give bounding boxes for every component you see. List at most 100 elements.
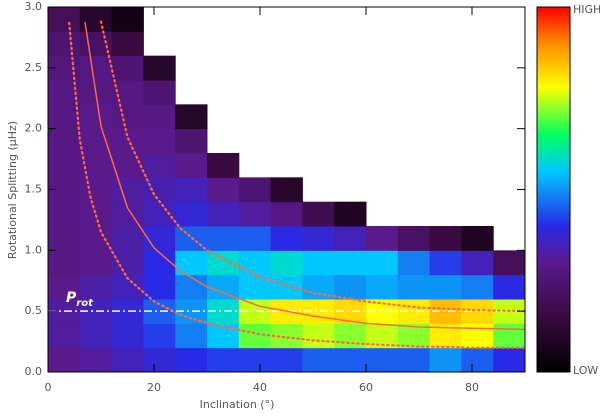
heatmap-cell bbox=[334, 250, 367, 276]
heatmap-cell bbox=[79, 55, 113, 81]
heatmap-cell bbox=[175, 128, 208, 154]
heatmap-cell bbox=[334, 347, 367, 372]
heatmap-cell bbox=[143, 177, 176, 203]
heatmap-cell bbox=[207, 226, 240, 251]
heatmap-cell bbox=[302, 201, 335, 227]
heatmap-cell bbox=[429, 347, 462, 372]
heatmap-cell bbox=[111, 226, 144, 251]
heatmap-cell bbox=[143, 80, 176, 105]
heatmap-cell bbox=[302, 323, 335, 349]
heatmap-cell bbox=[366, 274, 399, 300]
heatmap-cell bbox=[111, 347, 144, 372]
heatmap-cell bbox=[238, 323, 272, 349]
x-axis-label: Inclination (°) bbox=[200, 398, 275, 411]
heatmap-cell bbox=[111, 7, 144, 32]
heatmap-cell bbox=[143, 153, 176, 178]
heatmap-cell bbox=[143, 201, 176, 227]
heatmap-cell bbox=[429, 274, 462, 300]
heatmap-cell bbox=[48, 153, 81, 178]
heatmap-cell bbox=[397, 250, 431, 276]
heatmap-cell bbox=[238, 250, 272, 276]
heatmap-cell bbox=[238, 226, 272, 251]
colorbar bbox=[536, 6, 571, 373]
heatmap-cell bbox=[270, 177, 303, 203]
y-tick-label: 0.5 bbox=[25, 304, 43, 317]
y-tick-label: 1.5 bbox=[25, 183, 43, 196]
x-tick-label: 80 bbox=[465, 381, 479, 394]
heatmap bbox=[48, 7, 525, 372]
annotation: Prot bbox=[66, 290, 94, 309]
y-tick-label: 0.0 bbox=[25, 365, 43, 378]
heatmap-cell bbox=[111, 31, 144, 57]
heatmap-cell bbox=[48, 347, 81, 372]
heatmap-cell bbox=[111, 323, 144, 349]
heatmap-cell bbox=[175, 323, 208, 349]
heatmap-cell bbox=[493, 347, 525, 372]
heatmap-cell bbox=[461, 274, 494, 300]
y-axis-label: Rotational Splitting (μHz) bbox=[6, 121, 19, 259]
curve bbox=[99, 20, 525, 313]
heatmap-cell bbox=[334, 226, 367, 251]
heatmap-cell bbox=[143, 104, 176, 130]
heatmap-cell bbox=[143, 323, 176, 349]
heatmap-cell bbox=[79, 177, 113, 203]
heatmap-cell bbox=[397, 226, 431, 251]
heatmap-cell bbox=[397, 274, 431, 300]
x-tick-label: 60 bbox=[359, 381, 373, 394]
colorbar-label: LOW bbox=[573, 364, 598, 377]
y-tick-label: 2.0 bbox=[25, 122, 43, 135]
heatmap-cell bbox=[270, 274, 303, 300]
heatmap-cell bbox=[48, 323, 81, 349]
heatmap-cell bbox=[111, 80, 144, 105]
heatmap-cell bbox=[48, 201, 81, 227]
heatmap-cell bbox=[175, 153, 208, 178]
heatmap-cell bbox=[48, 128, 81, 154]
heatmap-cell bbox=[111, 104, 144, 130]
heatmap-cell bbox=[207, 274, 240, 300]
heatmap-cell bbox=[461, 323, 494, 349]
heatmap-cell bbox=[143, 226, 176, 251]
heatmap-cell bbox=[111, 128, 144, 154]
heatmap-cell bbox=[429, 226, 462, 251]
heatmap-cell bbox=[270, 226, 303, 251]
heatmap-cell bbox=[143, 347, 176, 372]
heatmap-cell bbox=[79, 323, 113, 349]
heatmap-cell bbox=[461, 226, 494, 251]
heatmap-cell bbox=[238, 201, 272, 227]
heatmap-cell bbox=[143, 128, 176, 154]
heatmap-cell bbox=[238, 177, 272, 203]
heatmap-cell bbox=[270, 323, 303, 349]
heatmap-cell bbox=[79, 250, 113, 276]
y-tick-label: 2.5 bbox=[25, 61, 43, 74]
heatmap-cell bbox=[48, 31, 81, 57]
heatmap-cell bbox=[461, 250, 494, 276]
heatmap-cell bbox=[48, 250, 81, 276]
heatmap-cell bbox=[397, 347, 431, 372]
heatmap-cell bbox=[175, 201, 208, 227]
curve bbox=[84, 22, 525, 331]
heatmap-cell bbox=[175, 347, 208, 372]
heatmap-cell bbox=[207, 153, 240, 178]
heatmap-cell bbox=[175, 274, 208, 300]
y-tick-label: 1.0 bbox=[25, 243, 43, 256]
annotation-subscript: rot bbox=[76, 298, 94, 309]
heatmap-cell bbox=[270, 347, 303, 372]
heatmap-cell bbox=[270, 201, 303, 227]
y-tick-label: 3.0 bbox=[25, 0, 43, 13]
heatmap-cell bbox=[48, 104, 81, 130]
heatmap-cell bbox=[175, 177, 208, 203]
heatmap-cell bbox=[111, 201, 144, 227]
x-tick-label: 40 bbox=[253, 381, 267, 394]
heatmap-cell bbox=[143, 55, 176, 81]
heatmap-cell bbox=[207, 177, 240, 203]
annotation-text: P bbox=[66, 290, 77, 306]
x-tick-label: 0 bbox=[45, 381, 52, 394]
curve bbox=[68, 21, 525, 349]
heatmap-cell bbox=[48, 274, 81, 300]
heatmap-cell bbox=[207, 250, 240, 276]
heatmap-cell bbox=[79, 347, 113, 372]
heatmap-cell bbox=[493, 274, 525, 300]
heatmap-cell bbox=[366, 347, 399, 372]
heatmap-cell bbox=[238, 347, 272, 372]
